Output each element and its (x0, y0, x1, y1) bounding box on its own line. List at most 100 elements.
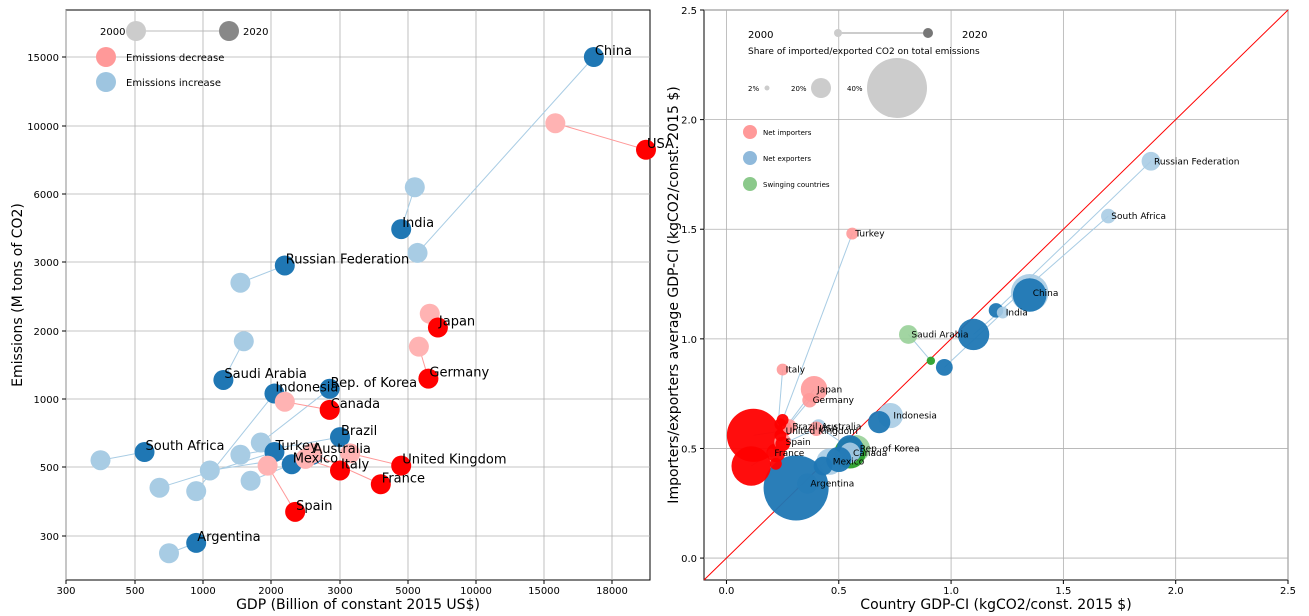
left-point-2000 (186, 481, 207, 502)
left-x-axis-label: GDP (Billion of constant 2015 US$) (236, 597, 480, 613)
left-x-tick-label: 2000 (258, 586, 283, 597)
left-country-label: Japan (438, 315, 475, 330)
left-country-label: Mexico (293, 451, 338, 466)
left-country-label: South Africa (146, 439, 225, 454)
left-point-2000 (408, 336, 429, 357)
right-country-label: USA (819, 425, 838, 435)
right-country-label: China (1033, 289, 1059, 299)
left-country-label: USA (647, 137, 674, 152)
left-legend-year-start: 2000 (100, 27, 125, 38)
right-point-2020 (1012, 278, 1047, 312)
left-point-2020 (418, 368, 439, 389)
right-x-tick-label: 2.0 (1168, 586, 1184, 597)
left-country-label: Germany (429, 366, 489, 381)
right-legend-size-label: 20% (791, 85, 807, 93)
right-legend-size-marker (811, 78, 831, 98)
left-point-2000 (240, 470, 261, 491)
left-x-tick-label: 3000 (327, 586, 352, 597)
left-point-2000 (90, 450, 111, 471)
right-country-label: India (1006, 309, 1028, 319)
left-point-2000 (159, 543, 179, 564)
left-point-2000 (407, 242, 428, 263)
left-x-tick-label: 18000 (596, 586, 628, 597)
right-legend-label: Net importers (763, 129, 812, 137)
right-legend-year-start: 2000 (748, 30, 773, 41)
left-y-tick-label: 2000 (34, 327, 59, 338)
left-point-2020 (391, 219, 412, 240)
left-chart: 300 500 1000 2000 3000 5000 10000 15000 18000 300… (10, 9, 674, 613)
right-y-tick-label: 0.0 (681, 554, 697, 565)
right-x-axis-label: Country GDP-CI (kgCO2/const. 2015 $) (860, 597, 1131, 613)
right-y-axis-label: Importers/exporters average GDP-CI (kgCO… (666, 86, 682, 503)
left-point-2000 (340, 443, 361, 464)
right-legend-size-marker (867, 58, 927, 118)
right-point-2020 (926, 356, 936, 365)
right-country-label: Indonesia (893, 412, 937, 422)
left-y-tick-label: 6000 (34, 190, 59, 201)
left-connector-line (260, 388, 330, 443)
left-country-label: Australia (313, 442, 371, 457)
left-legend: 2000 2020 Emissions decrease Emissions incr… (96, 21, 268, 92)
left-x-tick-label: 300 (56, 586, 75, 597)
left-grid (65, 10, 650, 580)
right-country-label: France (774, 449, 804, 459)
right-point-2020 (726, 408, 780, 462)
right-legend-marker (743, 151, 757, 165)
left-y-tick-label: 1000 (34, 395, 59, 406)
left-country-label: Canada (331, 397, 380, 412)
left-country-label: Russian Federation (286, 252, 409, 267)
left-point-2000 (302, 443, 323, 464)
right-legend-label: Net exporters (763, 155, 811, 163)
right-point-2020 (769, 457, 782, 470)
left-legend-start-marker (126, 21, 146, 41)
right-country-label: Saudi Arabia (911, 330, 968, 340)
right-x-tick-label: 1.0 (943, 586, 959, 597)
right-chart: 0.0 0.5 1.0 1.5 2.0 2.5 0.0 0.5 1.0 1.5 2.0 2.5 Rus… (666, 6, 1296, 613)
right-country-label: Australia (822, 423, 862, 433)
right-country-label: Rep. of Korea (860, 444, 920, 454)
right-point-2020 (868, 411, 891, 434)
left-point-2000 (545, 113, 566, 134)
right-legend-end-marker (923, 28, 933, 38)
left-y-tick-label: 10000 (27, 122, 59, 133)
right-x-tick-label: 0.5 (831, 586, 847, 597)
right-point-2000 (996, 306, 1009, 319)
right-y-tick-label: 1.5 (681, 225, 697, 236)
right-ticks: 0.0 0.5 1.0 1.5 2.0 2.5 0.0 0.5 1.0 1.5 2.0 2.5 (681, 6, 1296, 597)
left-points (90, 47, 656, 564)
left-point-2020 (427, 317, 448, 338)
right-point-2000 (809, 421, 824, 437)
left-legend-year-end: 2020 (243, 27, 268, 38)
left-point-labels: China USA India Russian Federation Japan Germ… (146, 44, 674, 545)
right-point-2000 (1141, 151, 1161, 171)
right-point-2020 (775, 436, 790, 452)
left-country-label: China (595, 44, 632, 59)
right-country-label: South Africa (1111, 212, 1166, 222)
right-country-label: Argentina (810, 480, 854, 490)
left-legend-label: Emissions decrease (126, 53, 224, 64)
left-point-2020 (636, 139, 656, 160)
left-x-tick-label: 15000 (528, 586, 560, 597)
left-country-label: Indonesia (275, 381, 338, 396)
right-legend-label: Swinging countries (763, 181, 830, 189)
left-country-label: Brazil (341, 424, 377, 439)
left-x-tick-label: 500 (125, 586, 144, 597)
left-point-2020 (319, 399, 340, 420)
right-point-2000 (846, 227, 859, 240)
right-legend-size-marker (764, 85, 770, 91)
left-point-2000 (149, 477, 170, 498)
left-point-2020 (370, 474, 391, 495)
left-y-tick-label: 3000 (34, 258, 59, 269)
left-x-tick-label: 10000 (460, 586, 492, 597)
right-legend-marker (743, 177, 757, 191)
left-legend-marker (96, 72, 116, 92)
left-point-2020 (391, 455, 412, 476)
left-x-tick-label: 5000 (395, 586, 420, 597)
right-country-label: Turkey (854, 230, 885, 240)
left-y-tick-label: 500 (40, 463, 59, 474)
left-country-label: Spain (296, 499, 332, 514)
left-legend-label: Emissions increase (126, 78, 221, 89)
right-point-2020 (763, 455, 829, 521)
right-y-tick-label: 1.0 (681, 335, 697, 346)
